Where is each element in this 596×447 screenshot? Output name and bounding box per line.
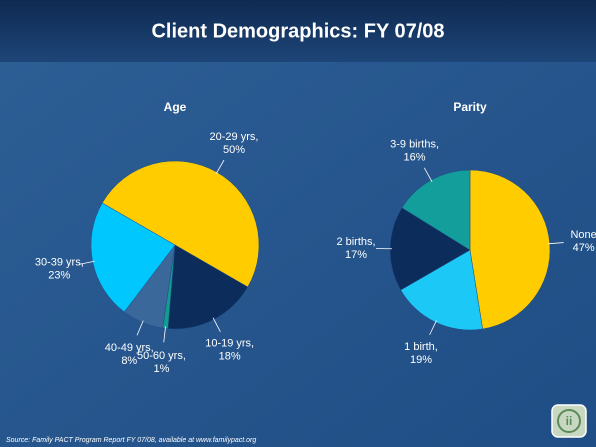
category-label: 20-29 yrs,	[210, 131, 259, 143]
svg-text:ii: ii	[566, 414, 573, 428]
leader-line	[163, 326, 166, 343]
data-label: 40-49 yrs, 8%	[105, 342, 154, 367]
leader-line	[423, 167, 433, 183]
title-band	[0, 0, 596, 62]
logo: ii	[551, 404, 587, 438]
value-label: 8%	[121, 355, 137, 367]
value-label: 18%	[219, 350, 241, 362]
category-label: 3-9 births,	[390, 138, 439, 150]
value-label: 17%	[345, 249, 367, 261]
data-label: 30-39 yrs, 23%	[35, 256, 84, 281]
leader-line	[212, 317, 221, 333]
category-label: 40-49 yrs,	[105, 342, 154, 354]
pie-title: Age	[164, 100, 187, 114]
category-label: None	[570, 229, 596, 241]
category-label: 2 births,	[336, 236, 375, 248]
value-label: 47%	[573, 242, 595, 254]
category-label: 30-39 yrs,	[35, 256, 84, 268]
slide-title: Client Demographics: FY 07/08	[151, 20, 444, 42]
leader-line	[136, 320, 144, 336]
data-label: None 47%	[570, 229, 596, 254]
value-label: 50%	[223, 144, 245, 156]
category-label: 10-19 yrs,	[205, 337, 254, 349]
value-label: 1%	[153, 363, 169, 375]
leader-line	[215, 159, 225, 175]
pie-title: Parity	[453, 100, 487, 114]
value-label: 19%	[410, 354, 432, 366]
data-label: 3-9 births, 16%	[390, 138, 439, 163]
value-label: 23%	[48, 269, 70, 281]
source-note: Source: Family PACT Program Report FY 07…	[6, 437, 256, 444]
data-label: 10-19 yrs, 18%	[205, 337, 254, 362]
leader-line	[78, 260, 95, 265]
leader-line	[429, 320, 437, 336]
category-label: 1 birth,	[404, 341, 438, 353]
data-label: 20-29 yrs, 50%	[210, 131, 259, 156]
value-label: 16%	[404, 151, 426, 163]
data-label: 1 birth, 19%	[404, 341, 438, 366]
data-label: 50-60 yrs, 1%	[137, 350, 186, 375]
category-label: 50-60 yrs,	[137, 350, 186, 362]
data-label: 2 births, 17%	[336, 236, 375, 261]
leader-line	[547, 242, 564, 245]
